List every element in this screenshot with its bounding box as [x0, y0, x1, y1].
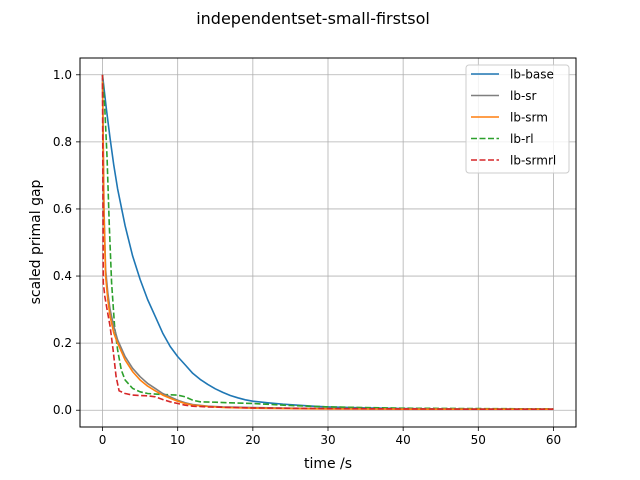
x-tick-label: 40 [396, 433, 411, 447]
y-tick-label: 0.8 [53, 135, 72, 149]
x-axis-label: time /s [304, 456, 352, 472]
legend-label-lb-base: lb-base [510, 68, 554, 82]
x-tick-label: 0 [99, 433, 107, 447]
legend: lb-base lb-sr lb-srm lb-rl lb-srmrl [465, 64, 570, 174]
series-line-lb-srmrl [101, 74, 554, 411]
legend-label-lb-srm: lb-srm [510, 111, 548, 125]
axis-ticks: 0 10 20 30 40 50 60 0.0 0.2 0.4 0.6 0.8 1.0 [53, 68, 561, 447]
y-tick-label: 1.0 [53, 68, 72, 82]
legend-label-lb-rl: lb-rl [510, 132, 534, 146]
legend-box [465, 64, 570, 174]
y-tick-label: 0.4 [53, 269, 72, 283]
x-tick-label: 20 [245, 433, 260, 447]
series-line-lb-srm [101, 81, 554, 411]
y-tick-label: 0.0 [53, 403, 72, 417]
chart-title: independentset-small-firstsol [196, 9, 430, 28]
y-axis-label: scaled primal gap [28, 179, 44, 304]
x-tick-label: 60 [546, 433, 561, 447]
grid-lines [80, 58, 576, 427]
legend-label-lb-sr: lb-sr [510, 89, 537, 103]
x-tick-label: 30 [320, 433, 335, 447]
series-line-lb-base [101, 74, 554, 411]
y-tick-label: 0.2 [53, 336, 72, 350]
x-tick-label: 50 [471, 433, 486, 447]
y-tick-label: 0.6 [53, 202, 72, 216]
plot-series [101, 74, 554, 411]
legend-label-lb-srmrl: lb-srmrl [510, 154, 556, 168]
x-tick-label: 10 [170, 433, 185, 447]
